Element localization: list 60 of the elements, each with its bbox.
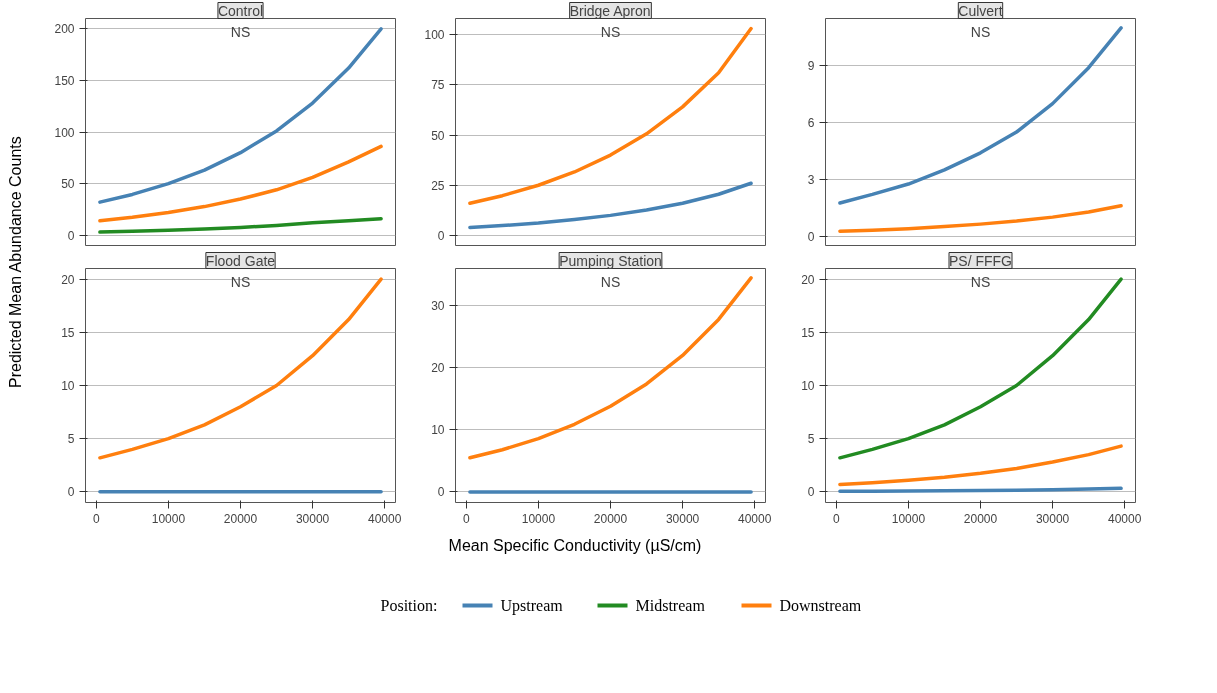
y-tick-label: 20 — [431, 361, 445, 376]
y-tick-label: 200 — [54, 22, 75, 37]
y-tick-label: 10 — [431, 423, 445, 438]
y-tick-label: 100 — [424, 28, 445, 43]
x-tick-label: 20000 — [223, 511, 258, 526]
y-tick-label: 0 — [437, 485, 445, 500]
y-tick-label: 9 — [807, 59, 815, 74]
y-tick-label: 30 — [431, 299, 445, 314]
x-tick-label: 10000 — [521, 511, 556, 526]
x-tick-label: 40000 — [1108, 511, 1142, 526]
y-tick-label: 0 — [67, 228, 75, 243]
y-tick-label: 20 — [61, 272, 75, 287]
x-tick-label: 20000 — [963, 511, 998, 526]
y-tick-label: 10 — [61, 379, 75, 393]
x-tick-label: 30000 — [295, 511, 330, 526]
y-tick-label: 0 — [437, 228, 445, 243]
annotation: NS — [230, 23, 251, 40]
x-tick-label: 0 — [92, 511, 100, 526]
y-axis-title: Predicted Mean Abundance Counts — [6, 136, 25, 389]
y-tick-label: 20 — [801, 272, 815, 287]
x-axis-title: Mean Specific Conductivity (µS/cm) — [448, 536, 702, 556]
chart-title: Pumping Station — [559, 252, 662, 269]
y-tick-label: 100 — [54, 125, 75, 140]
chart-title: Flood Gate — [205, 252, 276, 269]
annotation: NS — [970, 273, 991, 290]
chart-title: PS/ FFFG — [949, 252, 1012, 269]
y-tick-label: 10 — [801, 379, 815, 393]
x-tick-label: 0 — [462, 511, 470, 526]
y-tick-label: 5 — [67, 432, 75, 447]
x-tick-label: 20000 — [593, 511, 628, 526]
annotation: NS — [600, 273, 621, 290]
y-tick-label: 0 — [807, 229, 815, 244]
x-tick-label: 30000 — [665, 511, 700, 526]
y-tick-label: 50 — [431, 128, 445, 143]
y-tick-label: 15 — [61, 325, 75, 340]
y-tick-label: 150 — [54, 73, 75, 88]
x-tick-label: 10000 — [891, 511, 926, 526]
y-tick-label: 3 — [807, 172, 815, 187]
x-tick-label: 30000 — [1035, 511, 1070, 526]
legend-label: Downstream — [779, 597, 862, 614]
y-tick-label: 0 — [67, 485, 75, 500]
y-tick-label: 5 — [807, 432, 815, 447]
legend-label: Midstream — [635, 597, 706, 614]
annotation: NS — [230, 273, 251, 290]
x-tick-label: 0 — [832, 511, 840, 526]
chart-title: Control — [217, 2, 264, 19]
y-tick-label: 25 — [431, 178, 445, 193]
y-tick-label: 75 — [431, 78, 445, 93]
annotation: NS — [970, 23, 991, 40]
x-tick-label: 40000 — [738, 511, 772, 526]
y-tick-label: 6 — [807, 116, 815, 131]
x-tick-label: 40000 — [368, 511, 402, 526]
legend-label: Upstream — [500, 597, 564, 615]
legend-title: Position: — [380, 597, 438, 614]
annotation: NS — [600, 23, 621, 40]
y-tick-label: 15 — [801, 325, 815, 340]
x-tick-label: 10000 — [151, 511, 186, 526]
y-tick-label: 0 — [807, 485, 815, 500]
y-tick-label: 50 — [61, 177, 75, 192]
chart-title: Bridge Apron — [569, 2, 651, 19]
